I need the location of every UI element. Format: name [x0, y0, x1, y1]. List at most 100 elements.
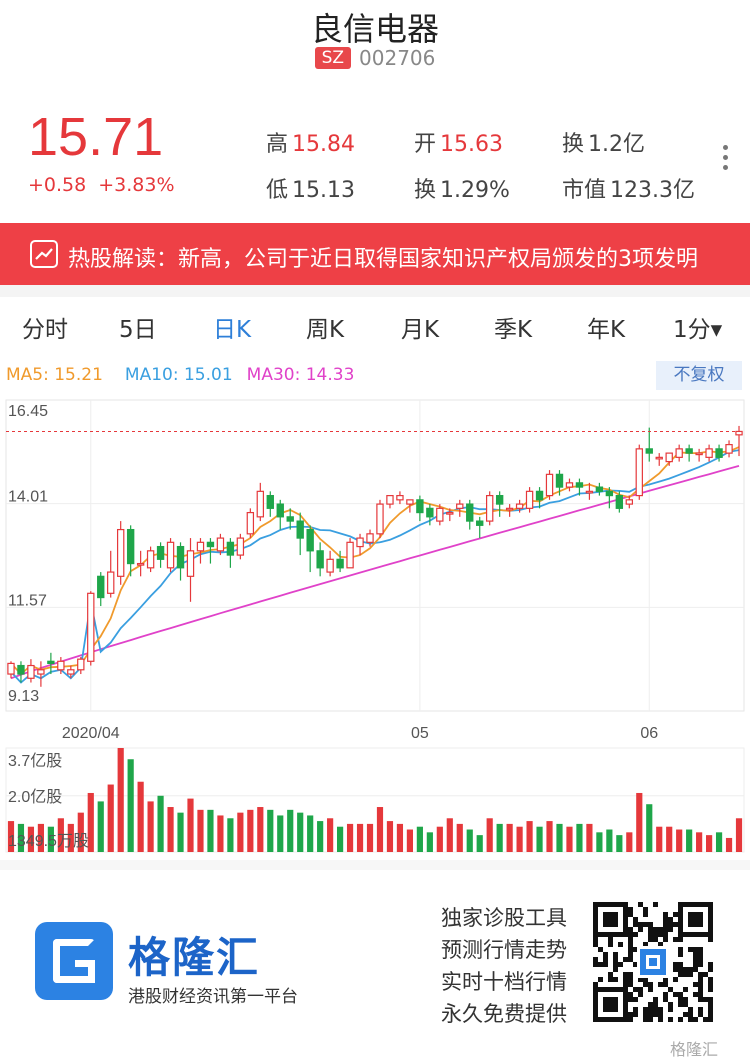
- volume-bar: [27, 826, 35, 852]
- price-change: +0.58 +3.83%: [28, 174, 187, 196]
- promo-item: 永久免费提供: [441, 1002, 567, 1026]
- hot-stock-banner[interactable]: 热股解读：新高，公司于近日取得国家知识产权局颁发的3项发明: [0, 223, 750, 285]
- y-tick-label: 9.13: [8, 688, 39, 705]
- volume-bar: [137, 781, 144, 852]
- candle: [555, 473, 564, 488]
- volume-bar: [686, 829, 693, 852]
- volume-bar: [476, 835, 483, 852]
- tab-5day[interactable]: 5日: [119, 317, 157, 343]
- candle: [725, 444, 733, 454]
- candle: [186, 550, 195, 577]
- candle: [655, 456, 663, 460]
- candle: [97, 575, 105, 599]
- volume-bar: [725, 837, 733, 852]
- tab-minute-dropdown[interactable]: 1分▾: [673, 317, 723, 343]
- stock-code-row: SZ 002706: [0, 46, 750, 70]
- candle: [107, 571, 115, 594]
- more-menu-icon[interactable]: [718, 140, 732, 184]
- volume-bar: [297, 812, 304, 852]
- mktcap-value: 123.3亿: [610, 178, 695, 203]
- volume-bar: [197, 809, 204, 852]
- volume-bar: [247, 809, 254, 852]
- candle: [605, 490, 614, 497]
- candle: [635, 448, 643, 497]
- volume-bar: [735, 818, 743, 852]
- volume-bar: [626, 832, 633, 852]
- candle: [406, 499, 414, 505]
- volume-bar: [556, 823, 563, 852]
- volume-bar: [456, 823, 463, 852]
- volume-bar: [87, 792, 94, 852]
- candle: [326, 558, 334, 573]
- volume-bar: [107, 784, 114, 852]
- volume-bar: [337, 826, 344, 852]
- tab-monthly-k[interactable]: 月K: [401, 317, 440, 343]
- volume-bar: [466, 829, 473, 852]
- volume-frame: [5, 747, 745, 853]
- ma30-value: MA30: 14.33: [246, 365, 355, 385]
- candle: [476, 520, 484, 526]
- candle: [256, 490, 265, 518]
- volume-tick-label: 2.0亿股: [8, 788, 62, 806]
- candle: [575, 482, 584, 488]
- candle: [206, 541, 215, 548]
- volume-bar: [576, 823, 583, 852]
- volume-bar: [356, 823, 364, 852]
- candle: [346, 541, 354, 569]
- volume-bar: [386, 821, 394, 852]
- candle: [625, 499, 634, 505]
- volume-bar: [227, 818, 234, 852]
- volume-bar: [37, 823, 44, 852]
- tab-weekly-k[interactable]: 周K: [306, 317, 345, 343]
- volume-bar: [376, 807, 384, 852]
- tab-quarterly-k[interactable]: 季K: [494, 317, 533, 343]
- volume-bar: [217, 815, 224, 852]
- volume-bar: [77, 812, 84, 852]
- candle: [366, 533, 374, 543]
- volume-bar: [237, 812, 244, 852]
- mktcap-label: 市值: [562, 178, 607, 203]
- candle: [276, 503, 284, 518]
- volume-tick-label: 1349.5万股: [8, 832, 89, 850]
- tab-intraday[interactable]: 分时: [22, 317, 68, 343]
- candle: [535, 490, 544, 501]
- candle: [356, 537, 364, 548]
- volume-bar: [656, 826, 663, 852]
- tab-daily-k[interactable]: 日K: [213, 317, 252, 343]
- promo-item: 预测行情走势: [441, 938, 567, 962]
- market-badge: SZ: [314, 47, 352, 69]
- ma5-value: MA5: 15.21: [6, 365, 103, 385]
- stat-turnover: 换 1.2亿: [562, 126, 645, 158]
- candle: [87, 592, 95, 662]
- volume-bar: [317, 821, 324, 852]
- volume-bar: [147, 801, 154, 852]
- volume-bar: [516, 826, 523, 852]
- volume-bar: [616, 835, 623, 852]
- banner-content: 新高，公司于近日取得国家知识产权局颁发的3项发明: [178, 247, 699, 272]
- candle: [266, 494, 274, 509]
- volume-bar: [406, 829, 413, 852]
- volume-bar: [496, 823, 503, 852]
- volume-bar: [546, 821, 553, 852]
- candle: [505, 507, 514, 511]
- candle: [7, 662, 15, 675]
- turnover-value: 1.2亿: [588, 132, 646, 157]
- volume-bar: [416, 826, 423, 852]
- kline-chart[interactable]: 16.45 14.01 11.57 9.13 2020/04 05 06 3.7亿股 2.0亿股…: [0, 395, 750, 857]
- open-label: 开: [414, 132, 437, 157]
- volume-bar: [446, 818, 453, 852]
- candle: [645, 448, 653, 454]
- banner-label: 热股解读：: [68, 247, 179, 272]
- volume-bar: [566, 826, 573, 852]
- candle: [675, 448, 683, 458]
- tab-yearly-k[interactable]: 年K: [587, 317, 626, 343]
- low-label: 低: [266, 178, 289, 203]
- volume-bar: [506, 823, 513, 852]
- volume-bar: [307, 815, 314, 852]
- adjust-toggle-button[interactable]: 不复权: [656, 361, 742, 390]
- change-percent: +3.83%: [98, 174, 175, 196]
- section-divider: [0, 285, 750, 297]
- volume-bar: [436, 826, 443, 852]
- candle: [146, 550, 155, 569]
- x-tick-label: 05: [411, 725, 429, 742]
